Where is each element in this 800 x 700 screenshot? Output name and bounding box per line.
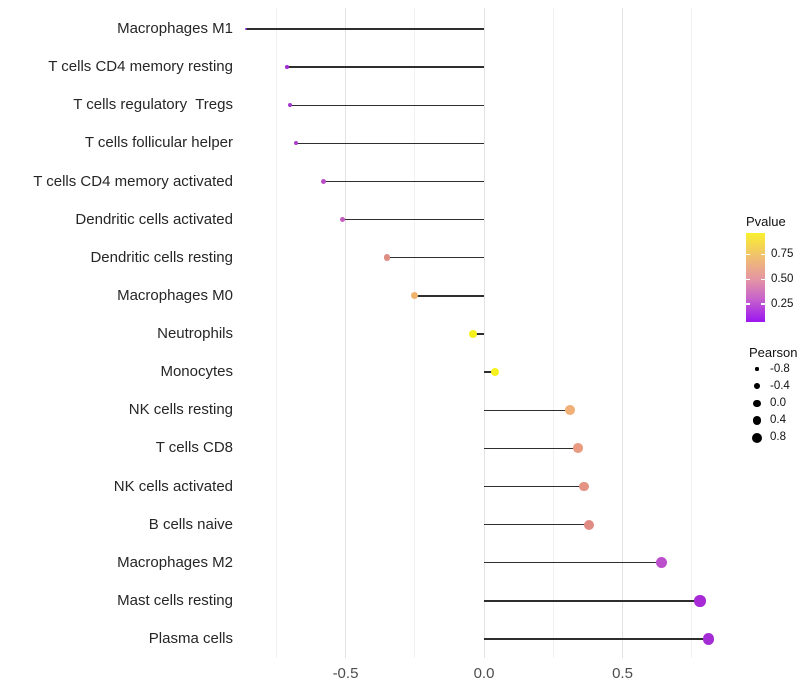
lollipop-stem — [484, 447, 579, 450]
pearson-size-dot — [752, 432, 762, 443]
pvalue-tick-label: 0.50 — [771, 272, 794, 285]
pearson-legend-title: Pearson — [749, 345, 798, 360]
category-label: Dendritic cells resting — [90, 248, 233, 266]
lollipop-dot — [655, 557, 667, 569]
lollipop-dot — [320, 179, 326, 184]
pearson-size-dot — [754, 383, 760, 390]
category-label: Plasma cells — [148, 630, 233, 647]
pvalue-tick-label: 0.75 — [771, 247, 794, 260]
lollipop-stem — [287, 66, 484, 68]
pvalue-tick-label: 0.25 — [771, 297, 794, 310]
lollipop-stem — [387, 257, 484, 259]
pearson-size-label: 0.4 — [770, 414, 786, 427]
minor-gridline — [691, 8, 693, 658]
x-tick-label: -0.5 — [332, 665, 359, 682]
category-label: Macrophages M0 — [117, 286, 233, 304]
category-label: Monocytes — [160, 363, 233, 381]
lollipop-dot — [293, 141, 298, 146]
category-label: B cells naive — [148, 515, 233, 533]
lollipop-stem — [484, 485, 584, 488]
lollipop-stem — [414, 295, 484, 297]
category-label: Mast cells resting — [117, 591, 233, 609]
lollipop-dot — [584, 519, 595, 530]
x-tick-label: 0.0 — [473, 665, 495, 682]
lollipop-dot — [702, 633, 715, 645]
colorbar-tick — [761, 278, 765, 281]
pearson-size-label: -0.8 — [770, 362, 790, 375]
lollipop-dot — [694, 595, 706, 607]
category-label: NK cells activated — [113, 477, 233, 495]
lollipop-stem — [290, 104, 484, 106]
pearson-size-dot — [752, 416, 762, 425]
category-label: T cells CD8 — [155, 439, 233, 457]
minor-gridline — [414, 8, 416, 658]
lollipop-dot — [288, 103, 293, 108]
pvalue-legend-title: Pvalue — [746, 214, 786, 229]
colorbar-tick — [761, 303, 765, 305]
lollipop-dot — [383, 254, 391, 261]
category-label: NK cells resting — [128, 401, 233, 419]
lollipop-stem — [472, 333, 484, 335]
lollipop-stem — [484, 409, 570, 411]
lollipop-stem — [484, 562, 662, 564]
lollipop-dot — [411, 292, 419, 300]
lollipop-stem — [484, 638, 709, 640]
category-label: T cells CD4 memory resting — [48, 58, 233, 76]
lollipop-stem — [484, 523, 590, 526]
category-label: T cells regulatory Tregs — [73, 96, 233, 114]
lollipop-stem — [295, 142, 484, 145]
lollipop-dot — [339, 216, 346, 223]
pearson-size-label: 0.8 — [770, 431, 786, 444]
pearson-size-label: -0.4 — [770, 379, 790, 392]
category-label: T cells CD4 memory activated — [33, 172, 233, 190]
pearson-size-dot — [755, 367, 759, 371]
pearson-size-dot — [753, 399, 761, 408]
category-label: Neutrophils — [157, 325, 233, 342]
lollipop-stem — [323, 180, 484, 183]
minor-gridline — [275, 8, 277, 658]
lollipop-stem — [245, 28, 484, 30]
category-label: Macrophages M2 — [117, 553, 233, 571]
major-gridline — [345, 8, 346, 658]
category-label: Macrophages M1 — [117, 20, 233, 37]
x-tick-label: 0.5 — [612, 665, 633, 682]
pvalue-colorbar — [746, 233, 765, 322]
colorbar-tick — [746, 278, 750, 281]
lollipop-dot — [573, 443, 584, 454]
pearson-size-label: 0.0 — [770, 396, 786, 409]
colorbar-tick — [746, 303, 750, 305]
lollipop-dot — [244, 27, 248, 31]
colorbar-tick — [761, 253, 765, 256]
lollipop-dot — [285, 65, 290, 70]
category-label: T cells follicular helper — [84, 134, 233, 152]
major-gridline — [483, 8, 485, 658]
major-gridline — [622, 8, 623, 658]
lollipop-dot — [490, 367, 500, 377]
category-label: Dendritic cells activated — [75, 210, 233, 228]
lollipop-stem — [484, 371, 496, 373]
lollipop-stem — [484, 600, 701, 602]
lollipop-dot — [578, 481, 589, 492]
lollipop-dot — [468, 329, 477, 339]
colorbar-tick — [746, 253, 750, 256]
minor-gridline — [552, 8, 554, 658]
lollipop-stem — [342, 218, 484, 221]
lollipop-dot — [565, 405, 575, 416]
